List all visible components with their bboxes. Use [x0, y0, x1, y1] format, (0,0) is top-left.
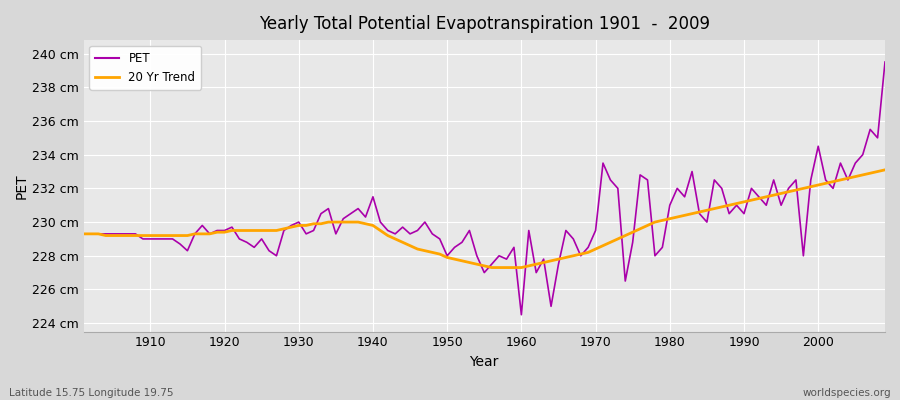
X-axis label: Year: Year — [470, 355, 499, 369]
Legend: PET, 20 Yr Trend: PET, 20 Yr Trend — [89, 46, 202, 90]
Text: Latitude 15.75 Longitude 19.75: Latitude 15.75 Longitude 19.75 — [9, 388, 174, 398]
Y-axis label: PET: PET — [15, 173, 29, 199]
Text: worldspecies.org: worldspecies.org — [803, 388, 891, 398]
Title: Yearly Total Potential Evapotranspiration 1901  -  2009: Yearly Total Potential Evapotranspiratio… — [259, 15, 710, 33]
